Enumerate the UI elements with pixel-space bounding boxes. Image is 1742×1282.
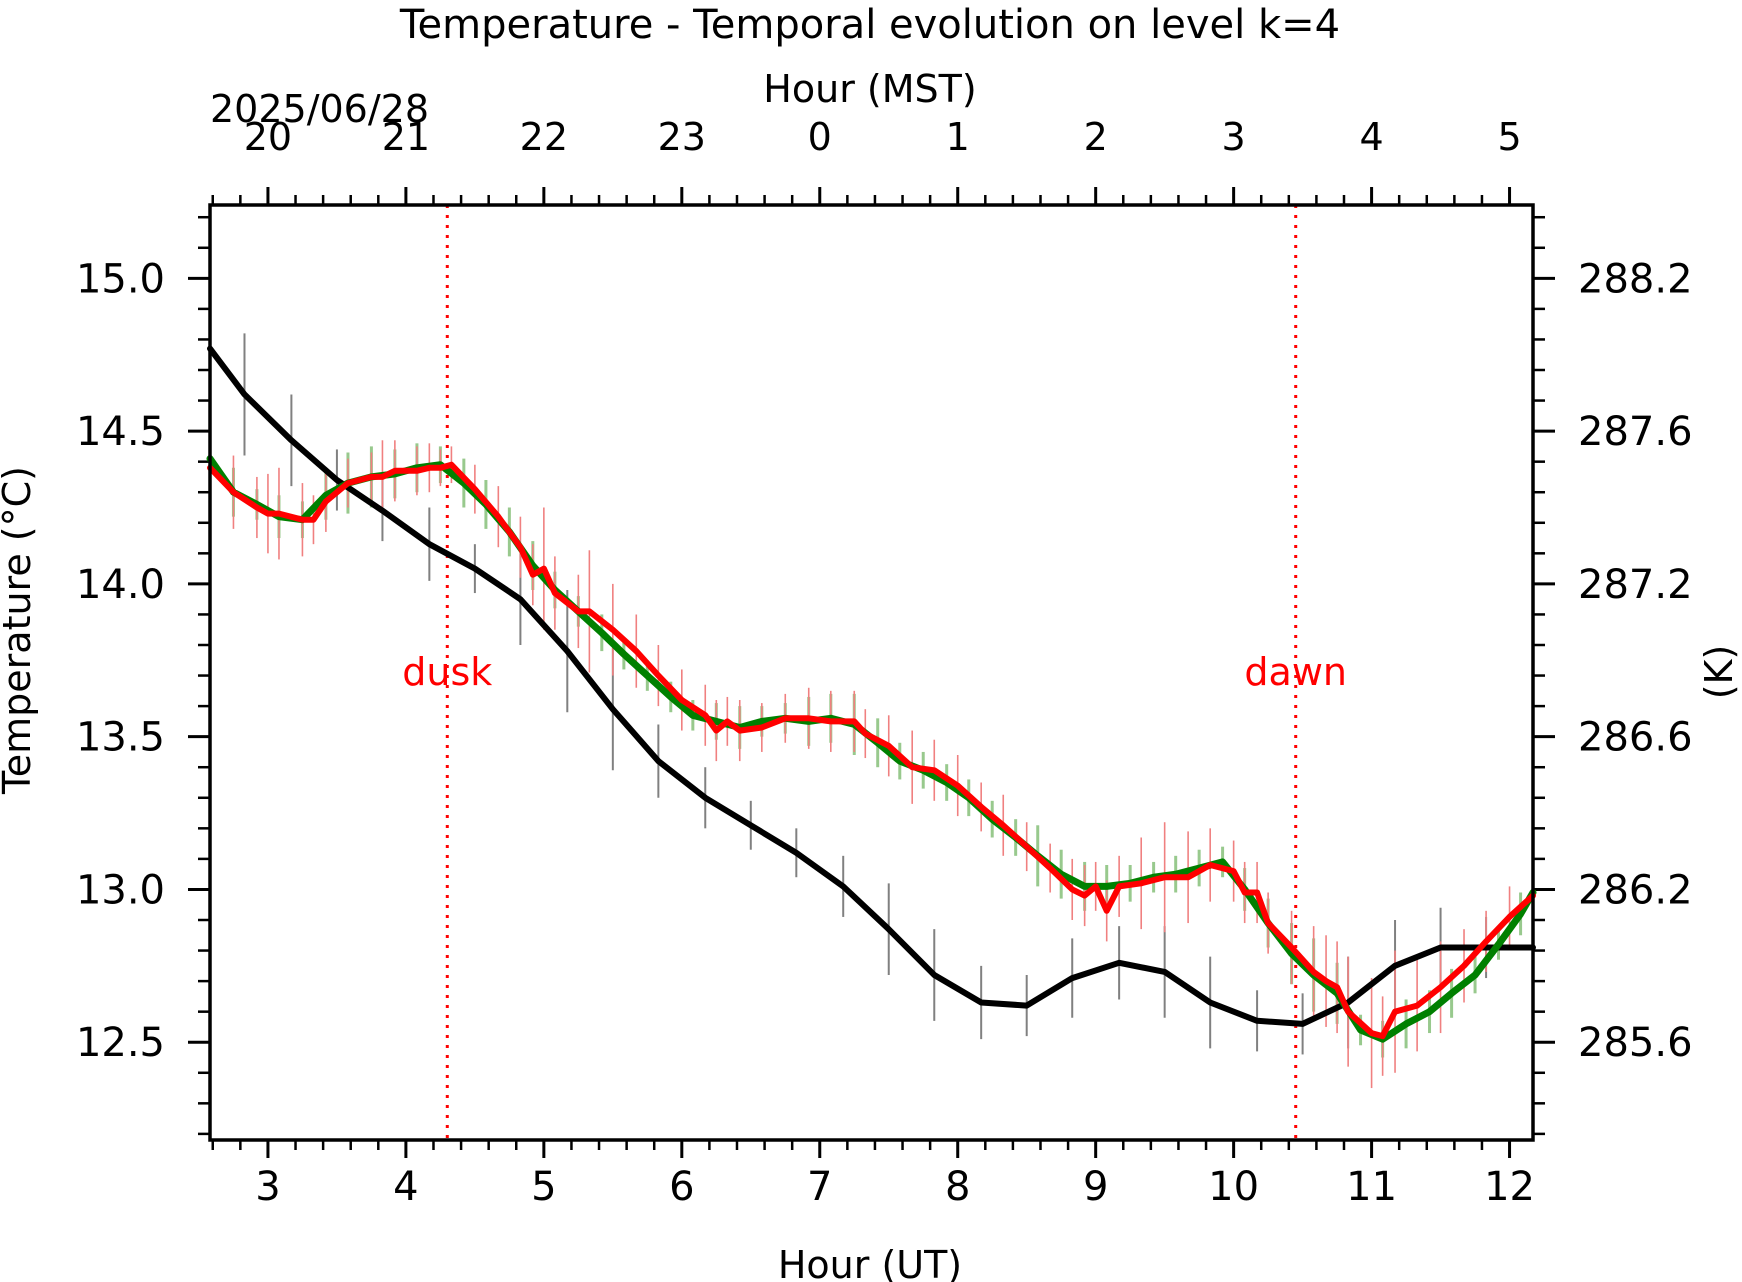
x-tick-label: 10 (1208, 1164, 1259, 1210)
x-top-tick-label: 23 (658, 115, 706, 159)
y-tick-label: 13.5 (76, 715, 165, 761)
right-axis-label: (K) (1697, 645, 1741, 700)
date-label: 2025/06/28 (210, 87, 429, 131)
y-right-tick-label: 287.2 (1578, 562, 1693, 608)
x-tick-label: 6 (669, 1164, 694, 1210)
x-top-tick-label: 0 (808, 115, 832, 159)
annotation-label-dusk: dusk (402, 650, 492, 694)
y-tick-label: 13.0 (76, 867, 165, 913)
y-right-tick-label: 286.2 (1578, 867, 1693, 913)
y-tick-label: 14.0 (76, 562, 165, 608)
axis-ticks: 3 20 4 21 5 22 6 23 7 0 8 1 9 2 10 3 11 4 12 5 12.5 285.6 13.0… (76, 115, 1693, 1210)
x-tick-label: 5 (531, 1164, 556, 1210)
x-tick-label: 7 (807, 1164, 832, 1210)
chart-title: Temperature - Temporal evolution on leve… (399, 2, 1340, 48)
x-tick-label: 11 (1346, 1164, 1397, 1210)
y-tick-label: 15.0 (76, 256, 165, 302)
plot-series (206, 333, 1537, 1089)
x-top-tick-label: 5 (1497, 115, 1521, 159)
x-top-tick-label: 22 (520, 115, 568, 159)
x-tick-label: 4 (393, 1164, 418, 1210)
plot-frame (208, 203, 1535, 1142)
x-tick-label: 8 (945, 1164, 970, 1210)
x-top-tick-label: 20 (244, 115, 292, 159)
x-tick-label: 12 (1484, 1164, 1535, 1210)
bottom-axis-label: Hour (UT) (778, 1243, 962, 1282)
x-top-tick-label: 21 (382, 115, 430, 159)
series-2-line (207, 461, 1536, 1040)
x-top-tick-label: 1 (946, 115, 970, 159)
x-top-tick-label: 4 (1359, 115, 1383, 159)
x-top-tick-label: 3 (1222, 115, 1246, 159)
series-0-line (207, 345, 1536, 1027)
x-tick-label: 9 (1083, 1164, 1108, 1210)
annotation-label-dawn: dawn (1244, 650, 1347, 694)
y-right-tick-label: 288.2 (1578, 256, 1693, 302)
left-axis-label: Temperature (°C) (0, 466, 39, 795)
x-top-tick-label: 2 (1084, 115, 1108, 159)
annotations: dusk dawn (402, 205, 1347, 1140)
y-right-tick-label: 286.6 (1578, 715, 1693, 761)
x-tick-label: 3 (255, 1164, 280, 1210)
y-tick-label: 14.5 (76, 409, 165, 455)
y-right-tick-label: 285.6 (1578, 1020, 1693, 1066)
y-tick-label: 12.5 (76, 1020, 165, 1066)
top-axis-label: Hour (MST) (763, 67, 976, 111)
y-right-tick-label: 287.6 (1578, 409, 1693, 455)
